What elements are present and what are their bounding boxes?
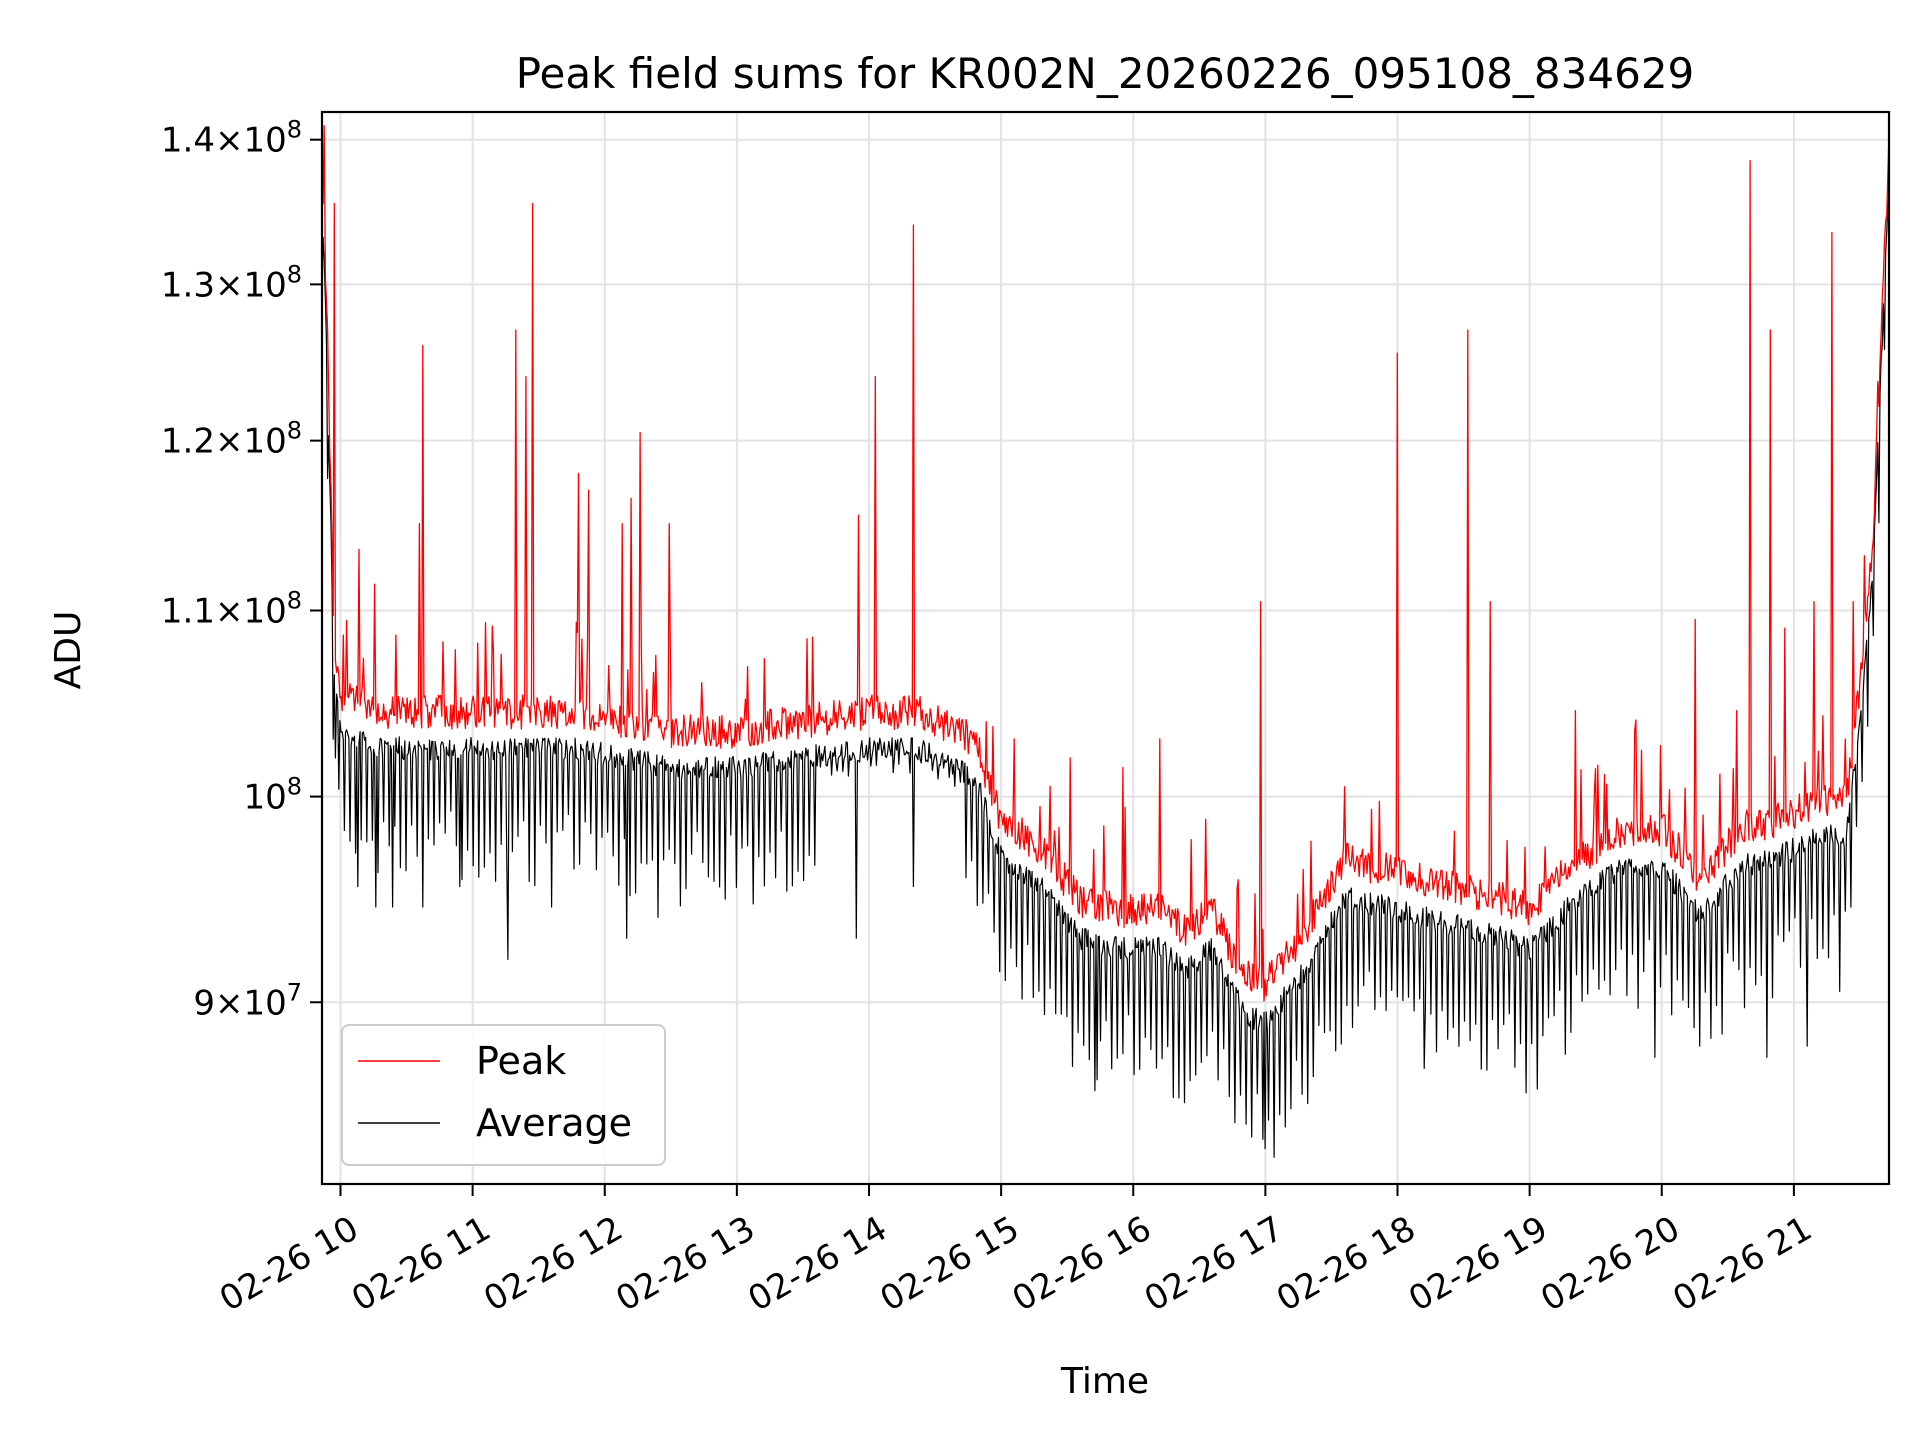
y-axis-ticks: 9×107 108 1.1×108 1.2×108 1.3×108 1.4×108	[161, 116, 322, 1023]
y-tick-label: 1.3×108	[161, 260, 302, 305]
y-tick-label: 1.2×108	[161, 417, 302, 462]
y-tick-label: 9×107	[193, 978, 302, 1023]
y-axis-label: ADU	[48, 611, 89, 690]
y-tick-label: 108	[243, 773, 302, 818]
legend-average-label: Average	[476, 1101, 632, 1145]
peak-series	[321, 125, 1890, 1002]
legend-box	[341, 1024, 666, 1166]
legend: Peak Average	[341, 1024, 666, 1166]
peak-series-line	[321, 125, 1890, 1002]
y-tick-label: 1.4×108	[161, 116, 302, 161]
x-axis-label: Time	[1060, 1361, 1149, 1402]
grid-lines	[322, 112, 1889, 1184]
plot-frame	[320, 110, 1891, 1186]
y-tick-label: 1.1×108	[161, 587, 302, 632]
chart-title: Peak field sums for KR002N_20260226_0951…	[516, 49, 1695, 98]
legend-peak-label: Peak	[476, 1039, 566, 1083]
average-series-line	[321, 192, 1890, 1158]
average-series	[321, 192, 1890, 1158]
